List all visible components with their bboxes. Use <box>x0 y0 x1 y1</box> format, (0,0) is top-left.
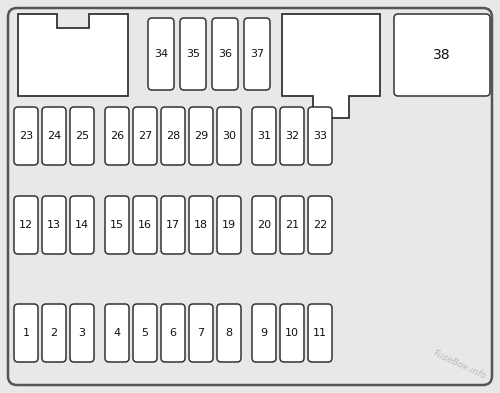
Text: 31: 31 <box>257 131 271 141</box>
Text: 25: 25 <box>75 131 89 141</box>
FancyBboxPatch shape <box>252 107 276 165</box>
Text: 22: 22 <box>313 220 327 230</box>
Polygon shape <box>18 14 128 96</box>
FancyBboxPatch shape <box>133 304 157 362</box>
FancyBboxPatch shape <box>14 196 38 254</box>
FancyBboxPatch shape <box>280 107 304 165</box>
Text: FuseBox.info: FuseBox.info <box>432 349 488 381</box>
Text: 5: 5 <box>142 328 148 338</box>
FancyBboxPatch shape <box>189 304 213 362</box>
FancyBboxPatch shape <box>161 196 185 254</box>
Text: 36: 36 <box>218 49 232 59</box>
FancyBboxPatch shape <box>252 196 276 254</box>
FancyBboxPatch shape <box>280 196 304 254</box>
Text: 12: 12 <box>19 220 33 230</box>
FancyBboxPatch shape <box>133 196 157 254</box>
FancyBboxPatch shape <box>42 304 66 362</box>
Text: 17: 17 <box>166 220 180 230</box>
Text: 7: 7 <box>198 328 204 338</box>
Text: 27: 27 <box>138 131 152 141</box>
FancyBboxPatch shape <box>70 107 94 165</box>
FancyBboxPatch shape <box>148 18 174 90</box>
FancyBboxPatch shape <box>8 8 492 385</box>
Text: 4: 4 <box>114 328 120 338</box>
Text: 2: 2 <box>50 328 58 338</box>
FancyBboxPatch shape <box>394 14 490 96</box>
FancyBboxPatch shape <box>308 196 332 254</box>
FancyBboxPatch shape <box>105 107 129 165</box>
FancyBboxPatch shape <box>70 196 94 254</box>
FancyBboxPatch shape <box>42 196 66 254</box>
Text: 20: 20 <box>257 220 271 230</box>
Polygon shape <box>282 14 380 118</box>
Text: 9: 9 <box>260 328 268 338</box>
FancyBboxPatch shape <box>180 18 206 90</box>
Text: 30: 30 <box>222 131 236 141</box>
FancyBboxPatch shape <box>217 304 241 362</box>
FancyBboxPatch shape <box>105 304 129 362</box>
FancyBboxPatch shape <box>14 107 38 165</box>
Text: 13: 13 <box>47 220 61 230</box>
Text: 38: 38 <box>433 48 451 62</box>
FancyBboxPatch shape <box>280 304 304 362</box>
Text: 24: 24 <box>47 131 61 141</box>
FancyBboxPatch shape <box>42 107 66 165</box>
Text: 11: 11 <box>313 328 327 338</box>
FancyBboxPatch shape <box>217 196 241 254</box>
Text: 18: 18 <box>194 220 208 230</box>
FancyBboxPatch shape <box>308 304 332 362</box>
FancyBboxPatch shape <box>244 18 270 90</box>
Text: 32: 32 <box>285 131 299 141</box>
FancyBboxPatch shape <box>161 304 185 362</box>
Text: 37: 37 <box>250 49 264 59</box>
FancyBboxPatch shape <box>189 107 213 165</box>
Text: 10: 10 <box>285 328 299 338</box>
Text: 3: 3 <box>78 328 86 338</box>
FancyBboxPatch shape <box>161 107 185 165</box>
Text: 23: 23 <box>19 131 33 141</box>
Text: 33: 33 <box>313 131 327 141</box>
Text: 26: 26 <box>110 131 124 141</box>
FancyBboxPatch shape <box>70 304 94 362</box>
Text: 28: 28 <box>166 131 180 141</box>
Text: 29: 29 <box>194 131 208 141</box>
Text: 15: 15 <box>110 220 124 230</box>
FancyBboxPatch shape <box>133 107 157 165</box>
Text: 21: 21 <box>285 220 299 230</box>
Text: 6: 6 <box>170 328 176 338</box>
FancyBboxPatch shape <box>308 107 332 165</box>
Text: 16: 16 <box>138 220 152 230</box>
FancyBboxPatch shape <box>217 107 241 165</box>
FancyBboxPatch shape <box>14 304 38 362</box>
Text: 8: 8 <box>226 328 232 338</box>
FancyBboxPatch shape <box>105 196 129 254</box>
FancyBboxPatch shape <box>189 196 213 254</box>
FancyBboxPatch shape <box>212 18 238 90</box>
FancyBboxPatch shape <box>252 304 276 362</box>
Text: 35: 35 <box>186 49 200 59</box>
Text: 34: 34 <box>154 49 168 59</box>
Text: 1: 1 <box>22 328 30 338</box>
Text: 19: 19 <box>222 220 236 230</box>
Text: 14: 14 <box>75 220 89 230</box>
